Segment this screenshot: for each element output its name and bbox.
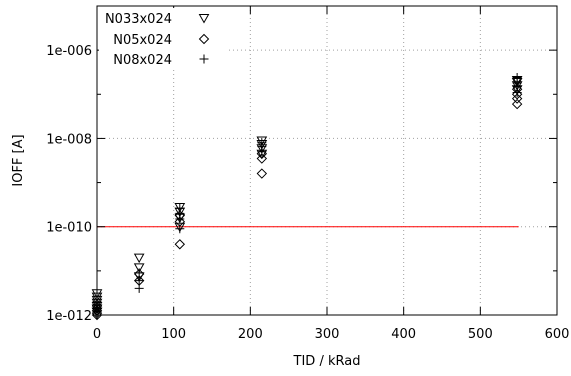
x-tick-label: 600 (545, 327, 570, 342)
y-tick-label: 1e-010 (46, 221, 92, 236)
legend-marker-n05x024 (198, 33, 210, 45)
data-point-n08x024 (257, 138, 267, 148)
plot-frame (96, 5, 558, 316)
x-tick-label: 400 (391, 327, 416, 342)
legend-label-n05x024: N05x024 (113, 33, 172, 48)
data-point-n08x024 (134, 268, 144, 278)
y-tick-label: 1e-012 (46, 309, 92, 324)
data-point-n08x024 (134, 283, 144, 293)
data-point-n033x024 (174, 202, 186, 213)
data-point-n05x024 (174, 239, 186, 250)
x-tick-label: 300 (315, 327, 340, 342)
legend: N033x024 N05x024 N08x024 (99, 8, 229, 70)
legend-label-n08x024: N08x024 (113, 53, 172, 68)
x-tick-label: 0 (93, 327, 101, 342)
legend-background (99, 8, 229, 70)
legend-markers (198, 14, 210, 64)
legend-marker-n08x024 (199, 54, 209, 64)
legend-marker-n033x024 (198, 14, 210, 24)
data-point-n08x024 (134, 276, 144, 286)
data-point-n033x024 (133, 263, 145, 273)
y-axis-label: IOFF [A] (11, 134, 26, 186)
data-point-n05x024 (511, 98, 523, 110)
data-point-n08x024 (512, 73, 522, 83)
data-point-n08x024 (175, 203, 185, 213)
legend-label-n033x024: N033x024 (105, 12, 172, 27)
y-tick-label: 1e-008 (46, 132, 92, 147)
data-point-n05x024 (256, 153, 268, 164)
x-tick-label: 100 (161, 327, 186, 342)
x-axis-label: TID / kRad (293, 354, 361, 369)
data-point-n08x024 (175, 224, 185, 234)
data-point-n05x024 (511, 93, 523, 104)
data-point-n033x024 (133, 253, 145, 264)
data-points (91, 73, 523, 321)
data-point-n033x024 (256, 136, 268, 146)
data-point-n05x024 (256, 168, 268, 179)
y-tick-label: 1e-006 (46, 44, 92, 59)
x-tick-label: 500 (468, 327, 493, 342)
data-point-n05x024 (256, 148, 268, 159)
x-tick-label: 200 (238, 327, 263, 342)
